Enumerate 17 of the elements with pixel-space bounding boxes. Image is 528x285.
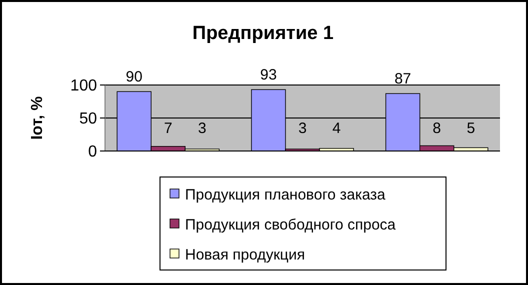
legend-label: Продукция планового заказа — [185, 186, 386, 204]
y-axis-title: Iот, % — [29, 96, 46, 140]
data-label: 3 — [198, 120, 206, 137]
data-label: 93 — [260, 66, 277, 84]
data-label: 87 — [394, 70, 412, 88]
y-tick-label: 0 — [88, 144, 98, 161]
legend-label: Продукция свободного спроса — [185, 216, 396, 234]
data-label: 5 — [466, 120, 476, 137]
data-label: 8 — [432, 120, 442, 137]
data-label: 3 — [298, 120, 307, 137]
data-label: 7 — [164, 120, 172, 137]
y-tick-label: 100 — [70, 78, 98, 95]
y-tick-label: 50 — [79, 110, 98, 128]
data-label: 90 — [126, 68, 142, 86]
chart-title: Предприятие 1 — [192, 23, 334, 44]
data-label: 4 — [332, 120, 341, 137]
legend-label: Новая продукция — [185, 246, 305, 264]
